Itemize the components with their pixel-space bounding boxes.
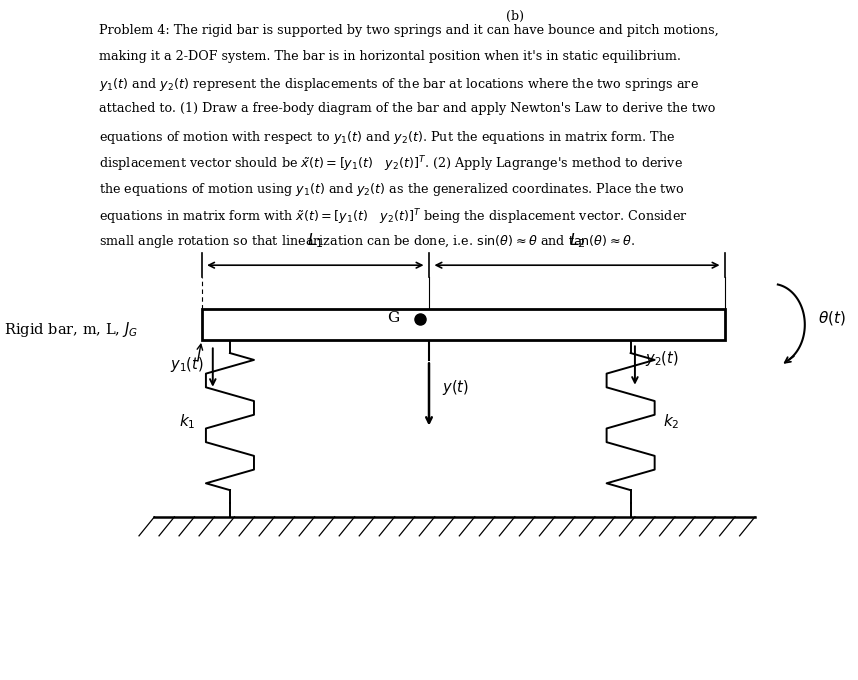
FancyBboxPatch shape [202,309,725,340]
Text: Rigid bar, m, L, $J_G$: Rigid bar, m, L, $J_G$ [4,320,138,339]
Text: $k_2$: $k_2$ [663,412,680,431]
Text: equations of motion with respect to $y_1(t)$ and $y_2(t)$. Put the equations in : equations of motion with respect to $y_1… [99,129,675,146]
Text: $y_1(t)$ and $y_2(t)$ represent the displacements of the bar at locations where : $y_1(t)$ and $y_2(t)$ represent the disp… [99,76,698,93]
Text: $L_1$: $L_1$ [307,231,323,250]
Text: small angle rotation so that linearization can be done, i.e. $\sin(\theta) \appr: small angle rotation so that linearizati… [99,233,635,250]
Text: displacement vector should be $\tilde{x}(t) = [y_1(t)\quad y_2(t)]^T$. (2) Apply: displacement vector should be $\tilde{x}… [99,155,683,174]
Text: the equations of motion using $y_1(t)$ and $y_2(t)$ as the generalized coordinat: the equations of motion using $y_1(t)$ a… [99,181,685,198]
Text: equations in matrix form with $\tilde{x}(t) = [y_1(t)\quad y_2(t)]^T$ being the : equations in matrix form with $\tilde{x}… [99,207,687,226]
Text: $L_2$: $L_2$ [569,231,585,250]
Text: $k_1$: $k_1$ [179,412,196,431]
Text: attached to. (1) Draw a free-body diagram of the bar and apply Newton's Law to d: attached to. (1) Draw a free-body diagra… [99,103,715,116]
Text: Problem 4: The rigid bar is supported by two springs and it can have bounce and : Problem 4: The rigid bar is supported by… [99,24,718,37]
Text: $\theta(t)$: $\theta(t)$ [818,309,845,327]
Text: (b): (b) [506,10,523,23]
Text: $y_1(t)$: $y_1(t)$ [171,355,204,373]
Text: $y(t)$: $y(t)$ [442,378,468,397]
Text: G: G [387,311,399,325]
Text: $y_2(t)$: $y_2(t)$ [645,349,679,368]
Text: making it a 2-DOF system. The bar is in horizontal position when it's in static : making it a 2-DOF system. The bar is in … [99,50,680,63]
